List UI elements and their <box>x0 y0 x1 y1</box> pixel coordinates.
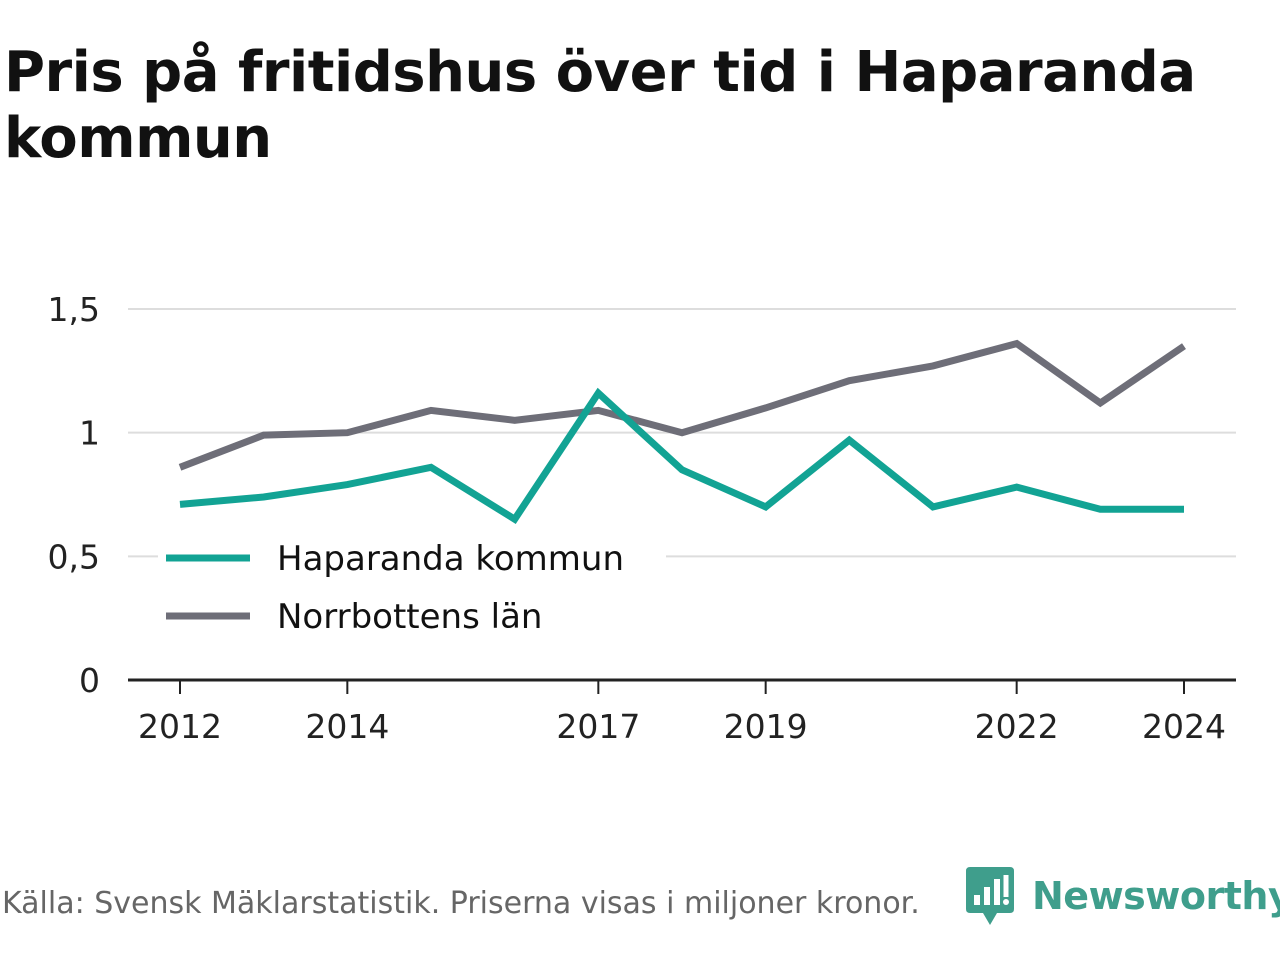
newsworthy-logo-icon <box>966 867 1014 925</box>
x-tick-label: 2014 <box>305 707 389 746</box>
y-tick-label: 1 <box>79 414 100 453</box>
x-tick-label: 2022 <box>975 707 1059 746</box>
y-axis-ticks: 0 0,5 1 1,5 <box>48 290 100 700</box>
y-tick-label: 0,5 <box>48 537 100 576</box>
chart-title: Pris på fritidshus över tid i Haparanda … <box>4 40 1196 171</box>
x-axis: 2012 2014 2017 2019 2022 2024 <box>128 678 1236 746</box>
source-note: Källa: Svensk Mäklarstatistik. Priserna … <box>2 886 920 921</box>
legend-label: Haparanda kommun <box>277 539 624 579</box>
legend: Haparanda kommun Norrbottens län <box>158 530 666 646</box>
x-tick-label: 2017 <box>556 707 640 746</box>
x-tick-label: 2019 <box>724 707 808 746</box>
brand-name: Newsworthy <box>1032 874 1280 918</box>
brand: Newsworthy <box>964 864 1280 928</box>
legend-label: Norrbottens län <box>277 597 542 637</box>
x-tick-label: 2024 <box>1142 707 1226 746</box>
series-lines <box>178 339 1186 524</box>
y-tick-label: 0 <box>79 661 100 700</box>
x-tick-label: 2012 <box>138 707 222 746</box>
series-line-haparanda-kommun <box>179 387 1184 524</box>
series-line-norrbottens-l-n <box>178 339 1186 471</box>
legend-background <box>158 530 666 646</box>
y-tick-label: 1,5 <box>48 290 100 329</box>
